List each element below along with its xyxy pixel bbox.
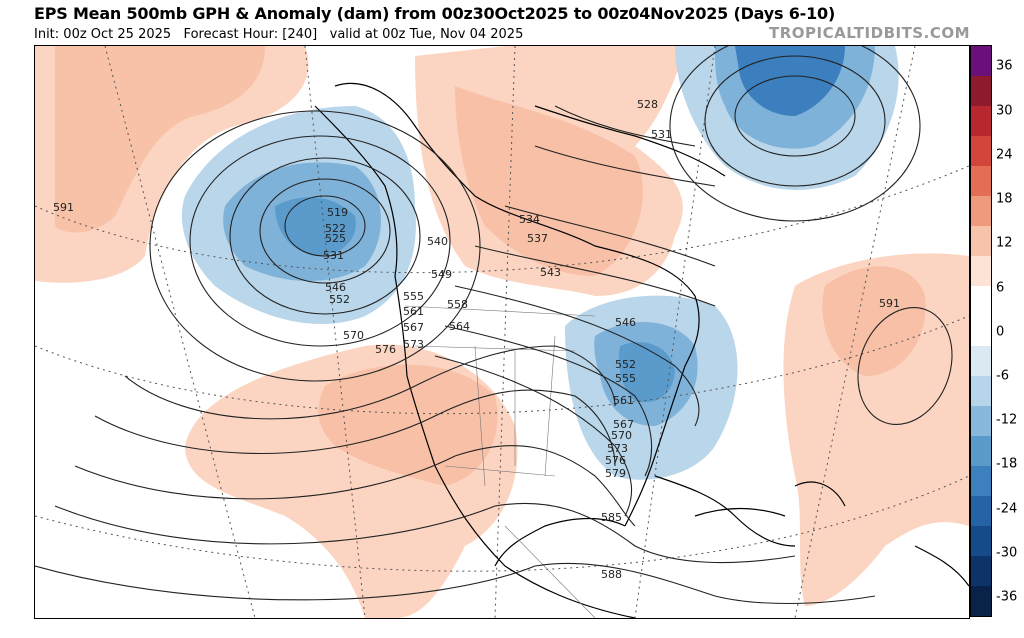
- map-subtitle: Init: 00z Oct 25 2025 Forecast Hour: [24…: [34, 27, 524, 42]
- positive-anomaly-regions: [35, 46, 969, 618]
- contour-label: 549: [431, 268, 452, 281]
- brand-watermark: TROPICALTIDBITS.COM: [769, 24, 970, 42]
- contour-label: 576: [605, 454, 626, 467]
- political-boundaries: [404, 305, 596, 618]
- colorbar-tick: -12: [996, 412, 1018, 428]
- colorbar-cell: [971, 376, 991, 406]
- colorbar-cell: [971, 466, 991, 496]
- colorbar-cell: [971, 586, 991, 616]
- colorbar-tick: -6: [996, 368, 1009, 384]
- contour-label: 552: [329, 293, 350, 306]
- colorbar-cell: [971, 406, 991, 436]
- height-contours: [35, 46, 953, 605]
- contour-label: 573: [403, 338, 424, 351]
- contour-label: 591: [879, 297, 900, 310]
- contour-label: 552: [615, 358, 636, 371]
- colorbar-tick: -36: [996, 589, 1018, 605]
- colorbar-cell: [971, 556, 991, 586]
- contour-label: 528: [637, 98, 658, 111]
- map-title: EPS Mean 500mb GPH & Anomaly (dam) from …: [34, 4, 836, 23]
- colorbar-tick: 6: [996, 280, 1005, 296]
- colorbar-cell: [971, 316, 991, 346]
- contour-label: 564: [449, 320, 470, 333]
- contour-label: 540: [427, 235, 448, 248]
- colorbar-cell: [971, 76, 991, 106]
- colorbar-cell: [971, 256, 991, 286]
- contour-label: 573: [607, 442, 628, 455]
- forecast-map: 591 519 522 525 531 546 552 570 576 528 …: [34, 45, 970, 619]
- contour-label: 591: [53, 201, 74, 214]
- colorbar-tick: 12: [996, 235, 1013, 251]
- colorbar-cell: [971, 526, 991, 556]
- contour-label: 546: [615, 316, 636, 329]
- contour-label: 585: [601, 511, 622, 524]
- contour-label: 522: [325, 222, 346, 235]
- contour-label: 561: [613, 394, 634, 407]
- colorbar-tick: 24: [996, 147, 1013, 163]
- contour-label: 579: [605, 467, 626, 480]
- colorbar-cell: [971, 226, 991, 256]
- contour-label: 546: [325, 281, 346, 294]
- lat-lon-grid: [35, 46, 969, 618]
- contour-label: 567: [403, 321, 424, 334]
- colorbar-cell: [971, 436, 991, 466]
- contour-label: 537: [527, 232, 548, 245]
- contour-label: 543: [540, 266, 561, 279]
- contour-label: 525: [325, 232, 346, 245]
- colorbar-cell: [971, 196, 991, 226]
- colorbar-tick: -24: [996, 501, 1018, 517]
- contour-label: 570: [343, 329, 364, 342]
- contour-label: 561: [403, 305, 424, 318]
- contour-label: 570: [611, 429, 632, 442]
- colorbar-tick: -30: [996, 545, 1018, 561]
- anomaly-colorbar: [970, 45, 992, 617]
- contour-label: 555: [615, 372, 636, 385]
- contour-label: 519: [327, 206, 348, 219]
- contour-label: 534: [519, 213, 540, 226]
- colorbar-tick: 0: [996, 324, 1005, 340]
- contour-label: 558: [447, 298, 468, 311]
- contour-label: 588: [601, 568, 622, 581]
- colorbar-cell: [971, 166, 991, 196]
- colorbar-tick: 30: [996, 103, 1013, 119]
- contour-label: 531: [651, 128, 672, 141]
- contour-label: 531: [323, 249, 344, 262]
- contour-label: 555: [403, 290, 424, 303]
- colorbar-cell: [971, 106, 991, 136]
- colorbar-cell: [971, 496, 991, 526]
- colorbar-cell: [971, 136, 991, 166]
- colorbar-cell: [971, 286, 991, 316]
- contour-labels: 591 519 522 525 531 546 552 570 576 528 …: [53, 98, 900, 581]
- coastlines: [314, 82, 969, 618]
- contour-label: 567: [613, 418, 634, 431]
- colorbar-cell: [971, 346, 991, 376]
- colorbar-tick: 18: [996, 191, 1013, 207]
- colorbar-tick: 36: [996, 58, 1013, 74]
- colorbar-tick: -18: [996, 456, 1018, 472]
- contour-label: 576: [375, 343, 396, 356]
- colorbar-cell: [971, 46, 991, 76]
